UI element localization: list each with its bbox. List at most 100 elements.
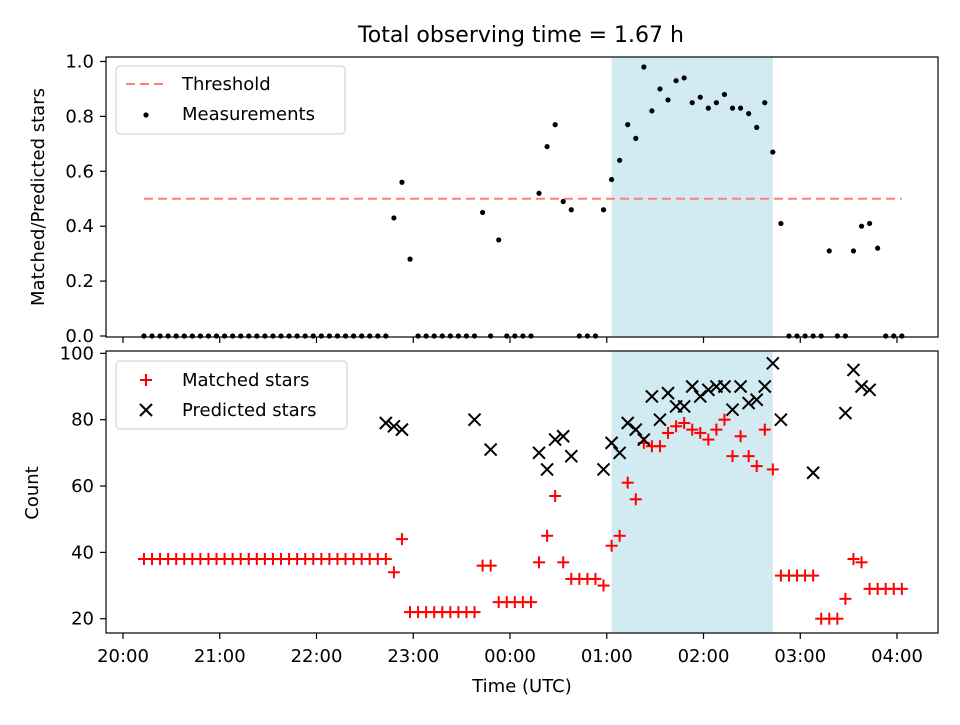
predicted-star-point — [387, 419, 401, 434]
measurement-point — [705, 105, 711, 111]
predicted-star-stroke-b — [725, 403, 740, 417]
bottom-legend: Matched stars Predicted stars — [115, 360, 348, 430]
measurement-point — [383, 333, 389, 339]
matched-star-point — [847, 553, 860, 566]
top-y-tick-label: 0.8 — [65, 106, 94, 127]
predicted-star-stroke-b — [701, 383, 716, 397]
measurement-point — [479, 209, 486, 216]
predicted-star-stroke-b — [612, 446, 627, 460]
measurements-legend-label: Measurements — [182, 104, 315, 125]
predicted-star-stroke-b — [564, 449, 578, 463]
measurement-point — [439, 333, 445, 339]
predicted-star-stroke-b — [621, 416, 635, 430]
bottom-y-ticks: 20 40 60 80 100 — [60, 343, 106, 630]
predicted-star-point — [612, 446, 627, 460]
measurement-point — [802, 333, 808, 339]
predicted-star-point — [564, 449, 578, 463]
matched-star-point — [694, 426, 707, 439]
predicted-star-point — [467, 412, 482, 427]
measurement-point — [786, 333, 792, 339]
predicted-star-stroke-b — [717, 379, 732, 394]
measurement-point — [850, 248, 857, 254]
measurement-point — [455, 333, 461, 339]
matched-star-point — [734, 430, 747, 443]
measurement-point — [350, 333, 357, 339]
predicted-star-stroke-b — [846, 363, 861, 377]
measurement-point — [778, 220, 784, 227]
measurement-point — [326, 333, 332, 339]
bottom-x-ticks: 20:00 21:00 22:00 23:00 00:00 01:00 02:00 03:00… — [97, 633, 923, 667]
predicted-star-point — [629, 422, 643, 437]
predicted-star-stroke-b — [395, 422, 409, 437]
measurement-point — [866, 220, 873, 227]
bottom-y-tick-label: 100 — [60, 343, 94, 364]
matched-star-point — [379, 553, 392, 566]
predicted-star-point — [854, 379, 869, 394]
measurement-point — [560, 198, 566, 205]
measurement-point — [165, 333, 171, 339]
predicted-star-point — [750, 393, 764, 407]
measurement-point — [310, 333, 316, 339]
predicted-star-stroke-b — [540, 462, 554, 477]
x-tick-label: 00:00 — [484, 646, 536, 667]
predicted-star-point — [556, 429, 570, 443]
predicted-legend-swatch — [139, 403, 153, 417]
matched-star-point — [670, 420, 683, 433]
matched-star-point — [484, 559, 497, 572]
predicted-star-stroke-b — [693, 389, 707, 404]
measurement-point — [496, 237, 502, 243]
bottom-legend-box — [115, 360, 348, 430]
bottom-y-tick-label: 60 — [71, 476, 94, 497]
measurement-point — [238, 333, 244, 339]
predicted-star-stroke-b — [645, 389, 659, 404]
measurement-point — [665, 97, 671, 103]
predicted-star-stroke-b — [766, 356, 780, 370]
measurement-point — [681, 75, 687, 81]
measurement-point — [584, 333, 591, 339]
measurement-point — [891, 333, 897, 339]
top-legend-box — [115, 65, 346, 135]
predicted-star-stroke-b — [532, 446, 546, 460]
x-tick-label: 04:00 — [871, 646, 923, 667]
matched-star-point — [541, 529, 554, 542]
predicted-star-stroke-b — [604, 436, 619, 450]
predicted-star-point — [717, 379, 732, 394]
predicted-star-stroke-b — [677, 399, 691, 414]
predicted-star-stroke-b — [483, 442, 498, 457]
matched-star-point — [742, 450, 755, 463]
measurement-point — [399, 179, 405, 185]
measurement-point — [737, 105, 744, 111]
matched-star-point — [662, 426, 675, 439]
top-y-tick-label: 0.4 — [65, 216, 94, 237]
predicted-star-point — [693, 389, 707, 404]
predicted-star-point — [540, 462, 554, 477]
predicted-star-point — [653, 412, 667, 427]
measurement-point — [318, 333, 324, 339]
top-x-ticks — [122, 337, 898, 343]
matched-star-point — [557, 556, 570, 569]
predicted-star-point — [725, 403, 740, 417]
predicted-star-stroke-b — [685, 379, 699, 394]
measurement-point — [576, 333, 582, 339]
top-panel: 0.0 0.2 0.4 0.6 0.8 1.0 Matched/Predicted sta… — [28, 51, 939, 347]
measurement-point — [721, 91, 728, 98]
measurement-point — [149, 333, 155, 339]
measurement-point — [600, 207, 607, 213]
matched-star-point — [613, 529, 626, 542]
predicted-star-point — [645, 389, 659, 404]
measurement-point — [689, 100, 695, 106]
matched-star-point — [895, 582, 908, 595]
predicted-star-point — [548, 432, 562, 447]
x-tick-label: 01:00 — [581, 646, 633, 667]
matched-star-point — [710, 423, 723, 436]
predicted-star-point — [379, 416, 393, 430]
measurement-point — [568, 207, 574, 213]
x-tick-label: 21:00 — [194, 646, 246, 667]
predicted-star-point — [604, 436, 619, 450]
predicted-star-point — [621, 416, 635, 430]
predicted-star-point — [741, 396, 756, 410]
bottom-y-tick-label: 80 — [71, 410, 94, 431]
measurement-point — [649, 108, 655, 114]
threshold-legend-label: Threshold — [181, 74, 271, 95]
predicted-star-point — [685, 379, 699, 394]
